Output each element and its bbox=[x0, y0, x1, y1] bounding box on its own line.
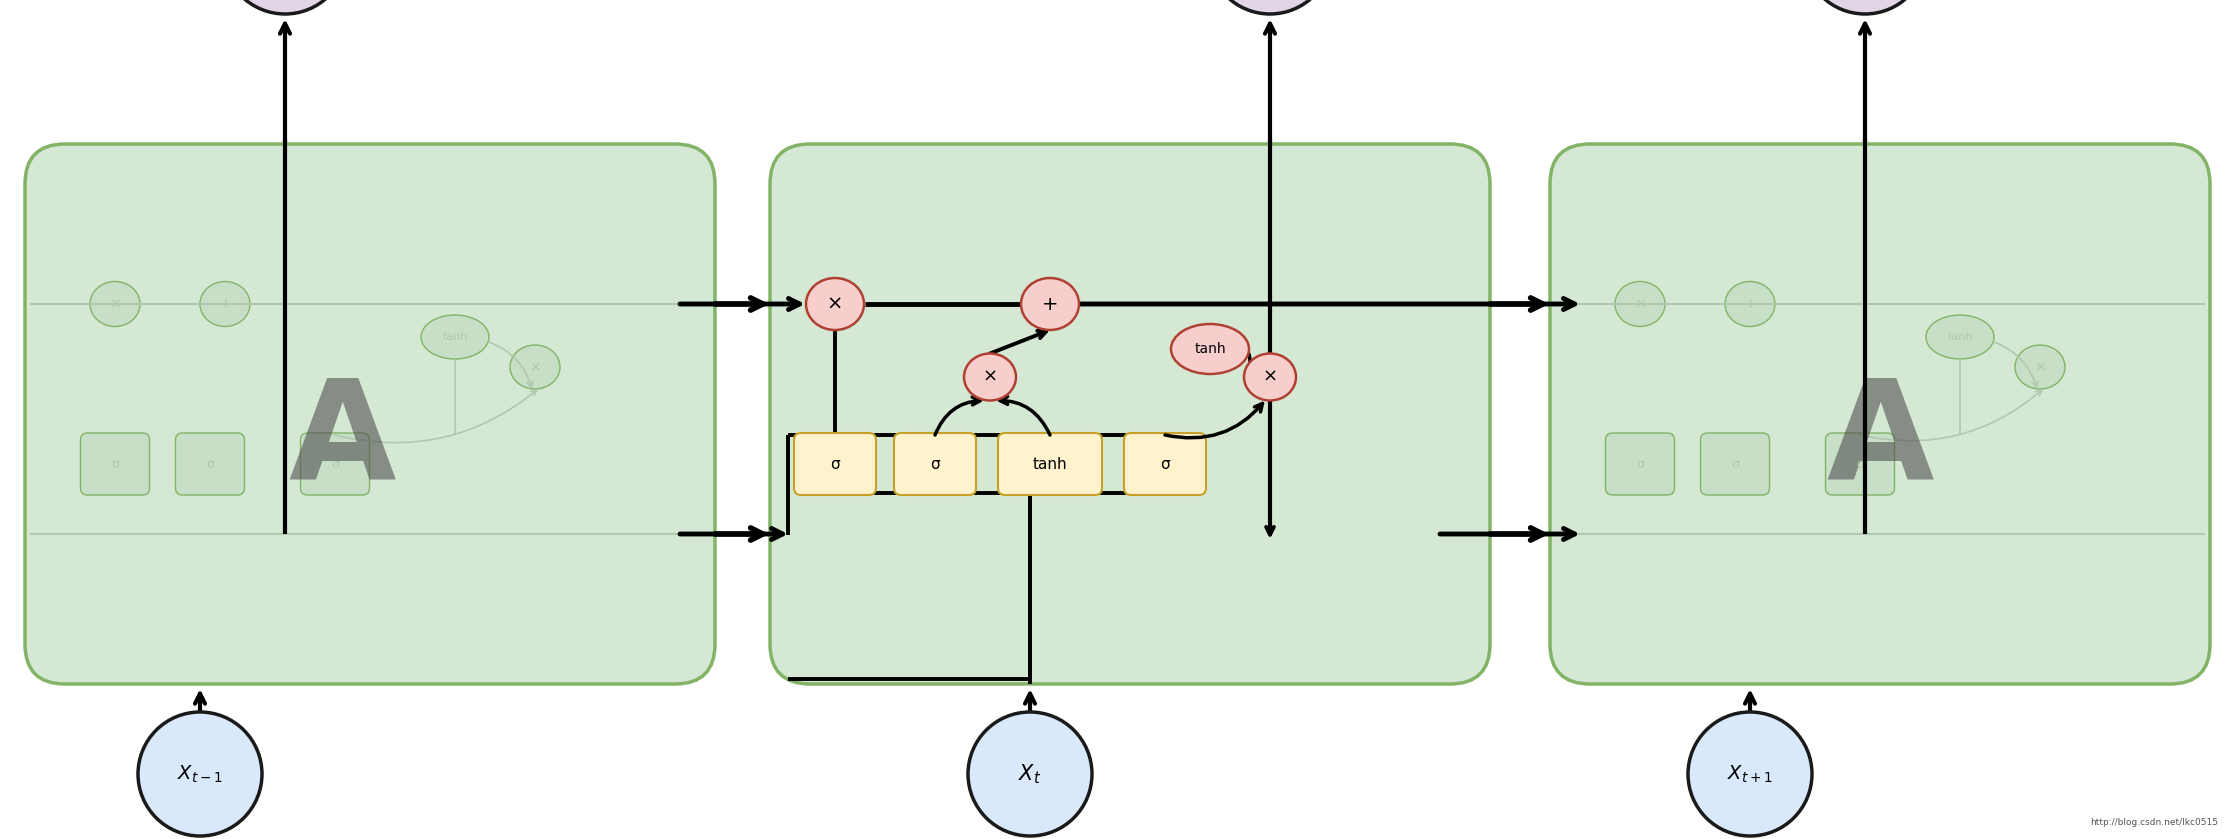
Text: A: A bbox=[288, 373, 395, 508]
Circle shape bbox=[138, 712, 261, 836]
Text: +: + bbox=[1744, 297, 1755, 311]
Text: σ: σ bbox=[330, 457, 339, 471]
Text: ×: × bbox=[1262, 368, 1277, 386]
Text: σ: σ bbox=[1731, 457, 1740, 471]
Text: σ: σ bbox=[1161, 456, 1170, 472]
FancyBboxPatch shape bbox=[176, 433, 243, 495]
Ellipse shape bbox=[1927, 315, 1994, 359]
Ellipse shape bbox=[89, 282, 141, 326]
FancyBboxPatch shape bbox=[1606, 433, 1675, 495]
FancyBboxPatch shape bbox=[80, 433, 150, 495]
Circle shape bbox=[967, 712, 1092, 836]
Text: ×: × bbox=[826, 294, 844, 314]
Ellipse shape bbox=[806, 278, 864, 330]
Ellipse shape bbox=[1244, 353, 1295, 400]
Text: tanh: tanh bbox=[1947, 332, 1972, 342]
Text: σ: σ bbox=[1856, 457, 1865, 471]
Text: $X_{t+1}$: $X_{t+1}$ bbox=[1726, 763, 1773, 784]
Circle shape bbox=[1688, 712, 1811, 836]
Ellipse shape bbox=[1170, 324, 1248, 374]
FancyBboxPatch shape bbox=[25, 144, 715, 684]
Text: +: + bbox=[219, 297, 230, 311]
Text: http://blog.csdn.net/lkc0515: http://blog.csdn.net/lkc0515 bbox=[2090, 818, 2217, 827]
Text: ×: × bbox=[2034, 360, 2045, 374]
Ellipse shape bbox=[422, 315, 489, 359]
Text: tanh: tanh bbox=[442, 332, 467, 342]
Text: σ: σ bbox=[831, 456, 840, 472]
FancyBboxPatch shape bbox=[1827, 433, 1894, 495]
Text: ×: × bbox=[529, 360, 540, 374]
Ellipse shape bbox=[201, 282, 250, 326]
FancyBboxPatch shape bbox=[1702, 433, 1769, 495]
Text: σ: σ bbox=[112, 457, 118, 471]
Text: σ: σ bbox=[205, 457, 214, 471]
Text: tanh: tanh bbox=[1032, 456, 1067, 472]
FancyBboxPatch shape bbox=[1123, 433, 1206, 495]
Text: A: A bbox=[1827, 373, 1934, 508]
FancyBboxPatch shape bbox=[998, 433, 1103, 495]
Circle shape bbox=[1802, 0, 1927, 14]
Circle shape bbox=[1208, 0, 1333, 14]
Text: tanh: tanh bbox=[1195, 342, 1226, 356]
FancyBboxPatch shape bbox=[893, 433, 976, 495]
Ellipse shape bbox=[1726, 282, 1775, 326]
Ellipse shape bbox=[509, 345, 560, 389]
Circle shape bbox=[223, 0, 346, 14]
Ellipse shape bbox=[2014, 345, 2066, 389]
Text: +: + bbox=[1043, 294, 1058, 314]
Text: σ: σ bbox=[1637, 457, 1643, 471]
FancyBboxPatch shape bbox=[770, 144, 1489, 684]
Text: ×: × bbox=[109, 297, 121, 311]
Ellipse shape bbox=[1614, 282, 1666, 326]
Text: $X_t$: $X_t$ bbox=[1018, 762, 1041, 786]
FancyBboxPatch shape bbox=[301, 433, 368, 495]
Ellipse shape bbox=[1020, 278, 1079, 330]
Ellipse shape bbox=[965, 353, 1016, 400]
FancyBboxPatch shape bbox=[1550, 144, 2211, 684]
Text: ×: × bbox=[983, 368, 998, 386]
Text: σ: σ bbox=[931, 456, 940, 472]
Text: $X_{t-1}$: $X_{t-1}$ bbox=[176, 763, 223, 784]
FancyBboxPatch shape bbox=[795, 433, 875, 495]
Text: ×: × bbox=[1635, 297, 1646, 311]
